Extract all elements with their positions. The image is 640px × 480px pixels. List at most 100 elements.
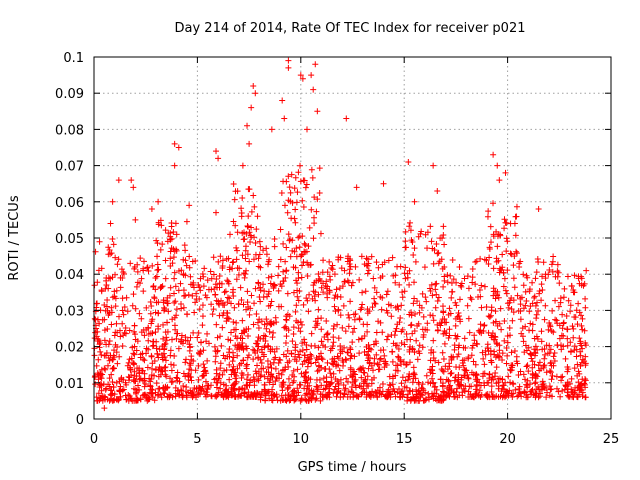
- data-point: [500, 392, 507, 399]
- data-point: [420, 313, 427, 320]
- data-point: [501, 216, 508, 223]
- data-point: [397, 263, 404, 270]
- data-point: [440, 356, 447, 363]
- data-point: [155, 198, 162, 205]
- data-point: [493, 380, 500, 387]
- data-point: [388, 332, 395, 339]
- data-point: [105, 381, 112, 388]
- data-point: [185, 389, 192, 396]
- data-point: [416, 309, 423, 316]
- data-point: [136, 369, 143, 376]
- data-point: [204, 386, 211, 393]
- data-point: [280, 379, 287, 386]
- data-point: [246, 379, 253, 386]
- data-point: [303, 295, 310, 302]
- data-point: [287, 253, 294, 260]
- data-point: [211, 376, 218, 383]
- data-point: [505, 373, 512, 380]
- data-point: [232, 222, 239, 229]
- data-point: [242, 270, 249, 277]
- data-point: [501, 337, 508, 344]
- data-point: [198, 339, 205, 346]
- data-point: [406, 281, 413, 288]
- data-point: [502, 219, 509, 226]
- data-point: [239, 162, 246, 169]
- data-point: [280, 240, 287, 247]
- data-point: [217, 385, 224, 392]
- data-point: [543, 394, 550, 401]
- data-point: [96, 238, 103, 245]
- data-point: [554, 261, 561, 268]
- data-point: [310, 86, 317, 93]
- data-point: [110, 364, 117, 371]
- data-point: [311, 293, 318, 300]
- data-point: [294, 189, 301, 196]
- data-point: [104, 308, 111, 315]
- data-point: [581, 358, 588, 365]
- data-point: [575, 300, 582, 307]
- data-point: [524, 362, 531, 369]
- data-point: [92, 381, 99, 388]
- data-point: [124, 308, 131, 315]
- data-point: [534, 299, 541, 306]
- data-point: [564, 389, 571, 396]
- data-point: [399, 326, 406, 333]
- data-point: [283, 244, 290, 251]
- data-point: [430, 349, 437, 356]
- data-point: [430, 260, 437, 267]
- data-point: [485, 260, 492, 267]
- data-point: [407, 336, 414, 343]
- data-point: [105, 312, 112, 319]
- data-point: [187, 373, 194, 380]
- data-point: [197, 275, 204, 282]
- data-point: [235, 393, 242, 400]
- data-point: [130, 361, 137, 368]
- data-point: [492, 369, 499, 376]
- data-point: [344, 378, 351, 385]
- data-point: [349, 389, 356, 396]
- data-point: [379, 388, 386, 395]
- data-point: [363, 389, 370, 396]
- data-point: [454, 385, 461, 392]
- data-point: [576, 335, 583, 342]
- data-point: [247, 392, 254, 399]
- data-point: [241, 328, 248, 335]
- data-point: [284, 347, 291, 354]
- data-point: [510, 381, 517, 388]
- data-point: [289, 372, 296, 379]
- data-point: [434, 321, 441, 328]
- data-point: [356, 276, 363, 283]
- data-point: [252, 368, 259, 375]
- data-point: [292, 353, 299, 360]
- data-point: [192, 367, 199, 374]
- data-point: [435, 260, 442, 267]
- data-point: [469, 345, 476, 352]
- data-point: [330, 334, 337, 341]
- data-point: [295, 269, 302, 276]
- data-point: [221, 367, 228, 374]
- data-point: [502, 287, 509, 294]
- data-point: [315, 344, 322, 351]
- data-point: [242, 243, 249, 250]
- data-point: [435, 359, 442, 366]
- data-point: [429, 393, 436, 400]
- data-point: [484, 213, 491, 220]
- x-tick-label: 0: [90, 432, 98, 447]
- data-point: [501, 386, 508, 393]
- data-point: [335, 385, 342, 392]
- data-point: [149, 316, 156, 323]
- data-point: [308, 72, 315, 79]
- data-point: [347, 346, 354, 353]
- data-point: [238, 345, 245, 352]
- data-point: [497, 305, 504, 312]
- data-point: [228, 388, 235, 395]
- data-point: [203, 338, 210, 345]
- data-point: [402, 264, 409, 271]
- data-point: [542, 302, 549, 309]
- data-point: [230, 218, 237, 225]
- data-point: [260, 294, 267, 301]
- data-point: [186, 253, 193, 260]
- data-point: [281, 115, 288, 122]
- data-point: [552, 316, 559, 323]
